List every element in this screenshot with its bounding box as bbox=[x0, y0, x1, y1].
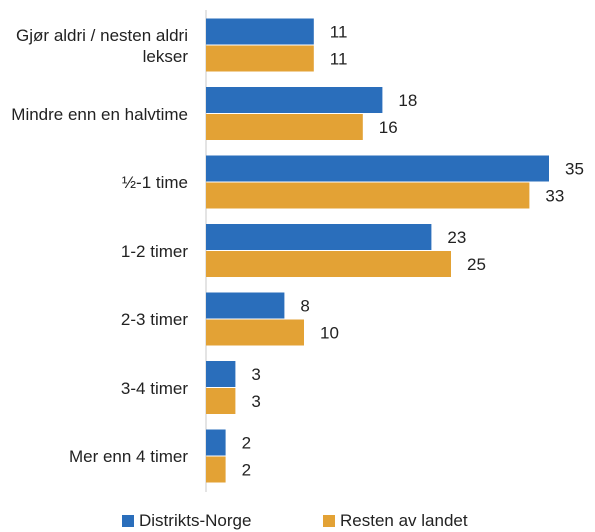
y-tick-label: Mer enn 4 timer bbox=[68, 447, 188, 466]
y-tick-label: 1-2 timer bbox=[120, 241, 188, 261]
bar bbox=[206, 155, 549, 182]
legend-label: Resten av landet bbox=[340, 511, 468, 530]
bar bbox=[206, 361, 236, 387]
bar bbox=[206, 388, 236, 414]
value-label: 11 bbox=[330, 22, 348, 41]
bar bbox=[206, 182, 530, 209]
bar bbox=[206, 456, 226, 483]
bar bbox=[206, 114, 363, 140]
value-label: 3 bbox=[251, 365, 260, 384]
value-label: 11 bbox=[330, 49, 348, 68]
value-label: 8 bbox=[300, 296, 309, 315]
bar bbox=[206, 319, 304, 346]
value-label: 16 bbox=[379, 118, 398, 137]
bar bbox=[206, 87, 383, 113]
legend-item: Distrikts-Norge bbox=[122, 510, 251, 532]
value-label: 33 bbox=[545, 186, 564, 205]
bar bbox=[206, 18, 314, 45]
value-label: 23 bbox=[447, 228, 466, 247]
y-tick-label: 3-4 timer bbox=[120, 378, 188, 398]
value-label: 2 bbox=[242, 460, 251, 479]
legend-item: Resten av landet bbox=[323, 510, 468, 532]
y-tick-label: Gjør aldri / nesten aldri lekser bbox=[16, 25, 188, 66]
bar bbox=[206, 224, 432, 250]
legend-label: Distrikts-Norge bbox=[139, 511, 252, 530]
value-label: 18 bbox=[398, 91, 417, 110]
value-label: 25 bbox=[467, 255, 486, 274]
y-tick-label: 2-3 timer bbox=[120, 310, 188, 329]
value-label: 10 bbox=[320, 323, 339, 342]
value-label: 3 bbox=[251, 392, 260, 411]
value-label: 2 bbox=[242, 433, 251, 452]
bar bbox=[206, 45, 314, 72]
bar bbox=[206, 292, 285, 319]
bar bbox=[206, 251, 451, 277]
y-tick-label: ½-1 time bbox=[121, 173, 188, 192]
legend-swatch bbox=[323, 515, 335, 527]
bar bbox=[206, 429, 226, 456]
y-tick-label: Mindre enn en halvtime bbox=[11, 104, 188, 124]
value-label: 35 bbox=[565, 159, 584, 178]
legend-swatch bbox=[122, 515, 134, 527]
